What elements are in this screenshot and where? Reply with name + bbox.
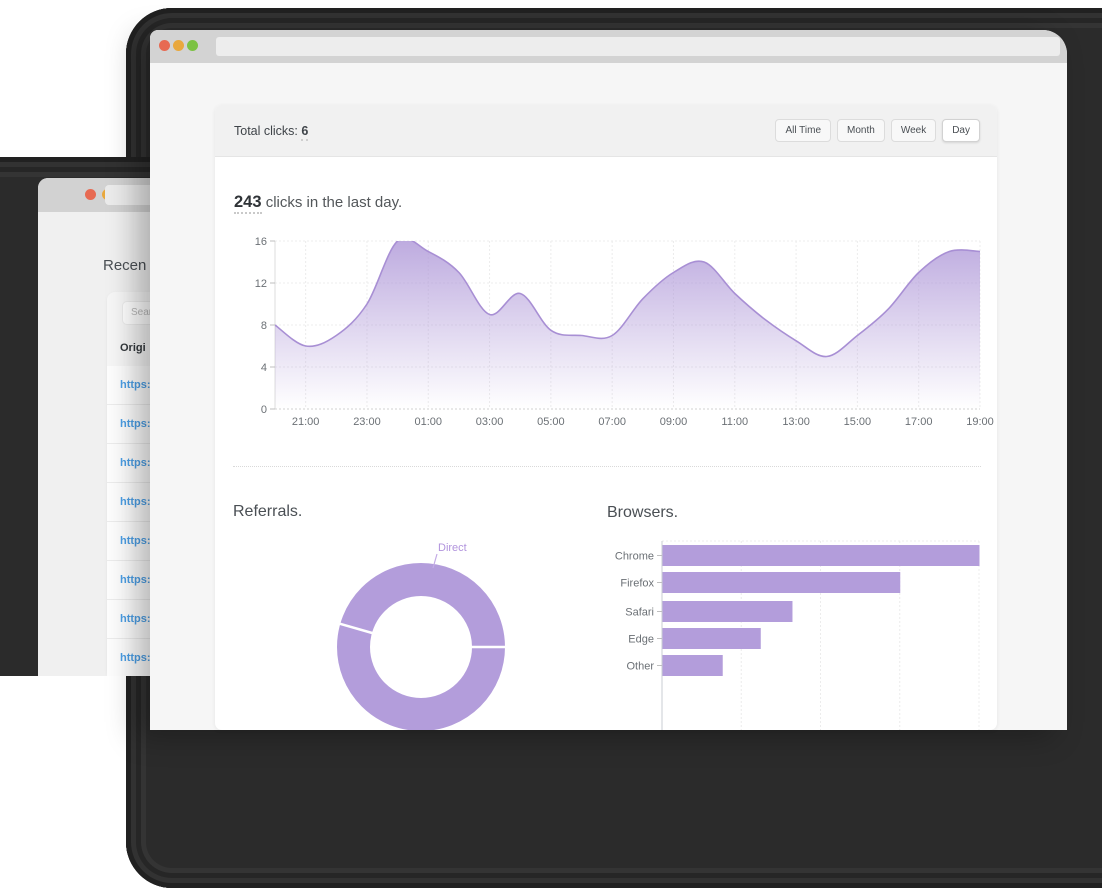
range-button-month[interactable]: Month bbox=[837, 119, 885, 142]
bar-other bbox=[662, 655, 723, 676]
svg-text:09:00: 09:00 bbox=[660, 416, 688, 428]
svg-text:07:00: 07:00 bbox=[598, 416, 626, 428]
bar-safari bbox=[662, 601, 793, 622]
total-clicks-text: Total clicks: 6 bbox=[234, 123, 309, 141]
original-url-link[interactable]: https: bbox=[120, 418, 151, 430]
range-button-day[interactable]: Day bbox=[942, 119, 980, 142]
svg-text:8: 8 bbox=[261, 320, 267, 332]
minimize-window-icon[interactable] bbox=[173, 40, 184, 51]
clicks-headline: 243 clicks in the last day. bbox=[234, 193, 402, 214]
bar-firefox bbox=[662, 572, 901, 593]
svg-text:Edge: Edge bbox=[628, 634, 654, 646]
card-header: Total clicks: 6 All Time Month Week Day bbox=[215, 105, 997, 157]
svg-text:13:00: 13:00 bbox=[782, 416, 810, 428]
range-button-week[interactable]: Week bbox=[890, 119, 937, 142]
range-button-all-time[interactable]: All Time bbox=[775, 119, 832, 142]
svg-text:17:00: 17:00 bbox=[905, 416, 933, 428]
close-window-icon[interactable] bbox=[85, 189, 96, 200]
svg-text:4: 4 bbox=[261, 362, 267, 374]
analytics-browser-window: Total clicks: 6 All Time Month Week Day 243… bbox=[150, 30, 1067, 730]
svg-text:11:00: 11:00 bbox=[721, 416, 748, 428]
foreground-titlebar bbox=[150, 30, 1067, 63]
original-url-link[interactable]: https: bbox=[120, 535, 151, 547]
original-url-column-header: Origi bbox=[120, 342, 146, 354]
browsers-bar-chart: Chrome Firefox Safari Edge Other bbox=[615, 540, 980, 730]
svg-text:15:00: 15:00 bbox=[844, 416, 872, 428]
referrals-title: Referrals. bbox=[233, 503, 303, 520]
original-url-link[interactable]: https: bbox=[120, 457, 151, 469]
pie-label-direct: Direct bbox=[438, 542, 467, 554]
background-browser-window: Recen Sear Origi https: https: https: https… bbox=[38, 178, 163, 676]
bar-edge bbox=[662, 628, 761, 649]
maximize-window-icon[interactable] bbox=[187, 40, 198, 51]
original-url-link[interactable]: https: bbox=[120, 496, 151, 508]
bar-chrome bbox=[662, 545, 980, 566]
browsers-title: Browsers. bbox=[607, 504, 679, 521]
section-divider bbox=[233, 466, 981, 467]
address-bar[interactable] bbox=[105, 185, 163, 205]
svg-text:Safari: Safari bbox=[625, 607, 654, 619]
svg-text:0: 0 bbox=[261, 404, 267, 416]
referrals-donut-chart: Direct bbox=[337, 542, 507, 730]
svg-text:01:00: 01:00 bbox=[414, 416, 442, 428]
svg-text:05:00: 05:00 bbox=[537, 416, 565, 428]
original-url-link[interactable]: https: bbox=[120, 613, 151, 625]
svg-text:Other: Other bbox=[626, 661, 654, 673]
original-url-link[interactable]: https: bbox=[120, 379, 151, 391]
recent-links-heading: Recen bbox=[103, 257, 147, 274]
search-placeholder: Sear bbox=[131, 307, 153, 318]
svg-text:03:00: 03:00 bbox=[476, 416, 504, 428]
svg-text:12: 12 bbox=[255, 278, 267, 290]
clicks-area-chart: 16 12 8 4 0 21:00 23:00 01:00 03:00 05:00 07:00 09:… bbox=[255, 236, 994, 428]
svg-text:19:00: 19:00 bbox=[966, 416, 994, 428]
close-window-icon[interactable] bbox=[159, 40, 170, 51]
svg-text:Chrome: Chrome bbox=[615, 551, 654, 563]
range-button-group: All Time Month Week Day bbox=[775, 119, 980, 142]
original-url-link[interactable]: https: bbox=[120, 652, 151, 664]
background-window-region: Recen Sear Origi https: https: https: https… bbox=[0, 150, 163, 676]
total-clicks-value: 6 bbox=[301, 123, 309, 141]
address-bar[interactable] bbox=[216, 37, 1060, 56]
svg-text:16: 16 bbox=[255, 236, 267, 248]
svg-text:21:00: 21:00 bbox=[292, 416, 320, 428]
original-url-link[interactable]: https: bbox=[120, 574, 151, 586]
background-titlebar bbox=[38, 178, 163, 212]
analytics-card: Total clicks: 6 All Time Month Week Day 243… bbox=[215, 105, 997, 730]
svg-text:23:00: 23:00 bbox=[353, 416, 381, 428]
clicks-count: 243 bbox=[234, 193, 262, 214]
svg-text:Firefox: Firefox bbox=[620, 578, 654, 590]
